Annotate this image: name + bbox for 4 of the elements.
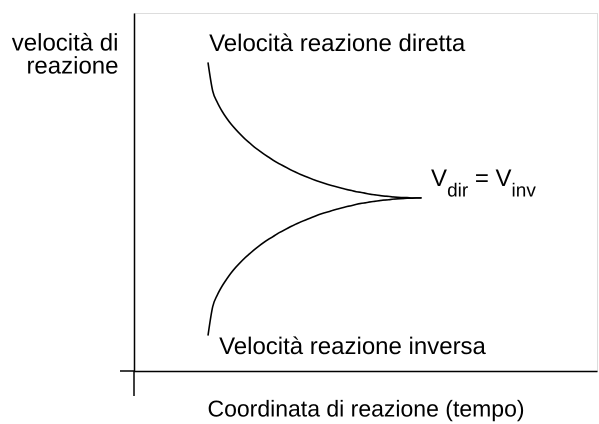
series-label: Velocità reazione diretta (209, 30, 466, 57)
y-axis-title: velocità di reazione (12, 30, 118, 80)
x-axis-title: Coordinata di reazione (tempo) (207, 396, 525, 422)
series-label: Velocità reazione inversa (219, 332, 487, 360)
